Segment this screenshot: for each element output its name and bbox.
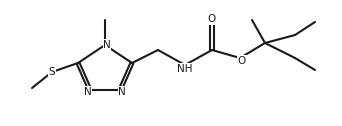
Text: NH: NH (177, 64, 193, 74)
Text: N: N (84, 87, 92, 97)
Text: N: N (118, 87, 126, 97)
Text: S: S (49, 67, 55, 77)
Text: O: O (208, 14, 216, 24)
Text: N: N (103, 40, 111, 50)
Text: O: O (238, 56, 246, 66)
